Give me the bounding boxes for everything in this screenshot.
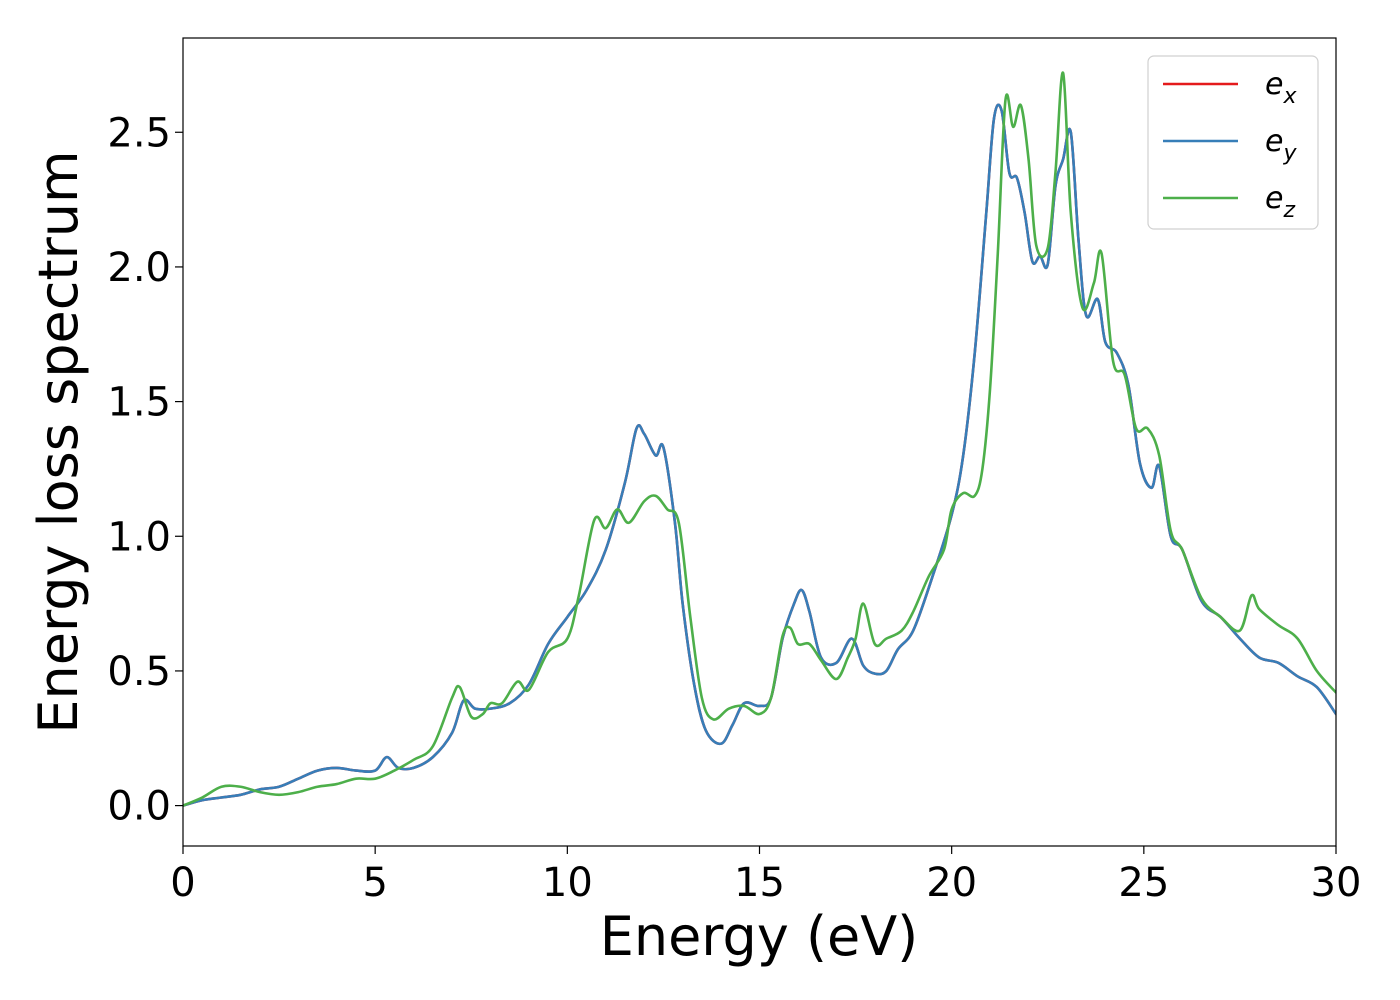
y-tick-label: 2.0 bbox=[107, 245, 171, 291]
x-tick-label: 5 bbox=[362, 860, 387, 906]
y-tick-label: 2.5 bbox=[107, 110, 171, 156]
legend: ex ey ez bbox=[1147, 55, 1319, 230]
legend-label-ey: ey bbox=[1265, 124, 1297, 166]
legend-box bbox=[1147, 55, 1319, 230]
legend-label-ex: ex bbox=[1265, 67, 1297, 109]
x-tick-label: 10 bbox=[542, 860, 593, 906]
plot-layer bbox=[183, 71, 1336, 807]
x-tick-label: 20 bbox=[926, 860, 977, 906]
x-tick-label: 25 bbox=[1118, 860, 1169, 906]
ticks-layer: 0 5 10 15 20 25 30 0.0 0.5 1.0 1.5 2.0 2.5 bbox=[107, 110, 1361, 906]
y-tick-label: 0.5 bbox=[107, 649, 171, 695]
x-tick-label: 30 bbox=[1311, 860, 1362, 906]
series-line-ey bbox=[183, 103, 1336, 807]
y-tick-label: 0.0 bbox=[107, 784, 171, 830]
x-axis-title: Energy (eV) bbox=[600, 905, 919, 968]
y-tick-label: 1.0 bbox=[107, 514, 171, 560]
x-tick-label: 15 bbox=[734, 860, 785, 906]
series-line-ez bbox=[183, 71, 1336, 807]
x-tick-label: 0 bbox=[170, 860, 195, 906]
y-tick-label: 1.5 bbox=[107, 380, 171, 426]
legend-label-ez: ez bbox=[1265, 181, 1295, 223]
y-axis-title: Energy loss spectrum bbox=[27, 150, 90, 733]
